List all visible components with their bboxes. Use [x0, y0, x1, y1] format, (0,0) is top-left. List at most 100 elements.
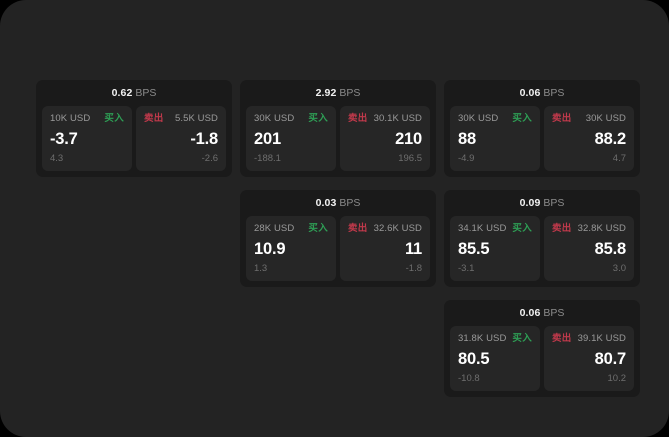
- buy-price: -3.7: [50, 129, 78, 148]
- buy-panel[interactable]: 34.1K USD 买入 85.5 -3.1: [450, 216, 540, 281]
- buy-side-tag: 买入: [512, 333, 532, 344]
- sell-delta: 3.0: [612, 263, 626, 274]
- bps-value: 0.03: [315, 197, 337, 209]
- bps-value: 0.62: [111, 87, 133, 99]
- bps-unit-label: BPS: [543, 307, 565, 319]
- quote-card[interactable]: 0.62 BPS 10K USD 买入 -3.7 4.3 卖出 5.5K USD -1.8 -2.…: [36, 80, 232, 177]
- sell-price: 80.7: [594, 349, 627, 368]
- quote-panels: 34.1K USD 买入 85.5 -3.1 卖出 32.8K USD 85.8 3.0: [450, 216, 634, 281]
- quote-card[interactable]: 0.06 BPS 30K USD 买入 88 -4.9 卖出 30K USD 88.2 4.7: [444, 80, 640, 177]
- sell-size-label: 32.6K USD: [373, 223, 422, 234]
- buy-delta: 4.3: [50, 153, 64, 164]
- sell-side-tag: 卖出: [348, 223, 368, 234]
- bps-header: 2.92 BPS: [246, 87, 430, 106]
- buy-side-tag: 买入: [308, 223, 328, 234]
- quote-panels: 28K USD 买入 10.9 1.3 卖出 32.6K USD 11 -1.8: [246, 216, 430, 281]
- sell-price: 88.2: [594, 129, 627, 148]
- sell-size-label: 39.1K USD: [577, 333, 626, 344]
- buy-panel[interactable]: 30K USD 买入 88 -4.9: [450, 106, 540, 171]
- buy-panel-header: 30K USD 买入: [254, 113, 328, 124]
- quote-panels: 10K USD 买入 -3.7 4.3 卖出 5.5K USD -1.8 -2.6: [42, 106, 226, 171]
- buy-size-label: 30K USD: [254, 113, 295, 124]
- buy-price: 201: [254, 129, 281, 148]
- bps-value: 2.92: [315, 87, 337, 99]
- bps-unit-label: BPS: [339, 197, 361, 209]
- sell-panel-header: 卖出 39.1K USD: [552, 333, 626, 344]
- sell-panel[interactable]: 卖出 39.1K USD 80.7 10.2: [544, 326, 634, 391]
- buy-panel-header: 34.1K USD 买入: [458, 223, 532, 234]
- sell-panel-header: 卖出 32.6K USD: [348, 223, 422, 234]
- sell-panel-header: 卖出 30K USD: [552, 113, 626, 124]
- sell-price: 210: [395, 129, 422, 148]
- sell-delta: 196.5: [398, 153, 422, 164]
- sell-panel[interactable]: 卖出 32.6K USD 11 -1.8: [340, 216, 430, 281]
- buy-panel-header: 28K USD 买入: [254, 223, 328, 234]
- bps-unit-label: BPS: [543, 197, 565, 209]
- sell-panel[interactable]: 卖出 32.8K USD 85.8 3.0: [544, 216, 634, 281]
- sell-delta: -2.6: [201, 153, 218, 164]
- bps-unit-label: BPS: [135, 87, 157, 99]
- sell-size-label: 30.1K USD: [373, 113, 422, 124]
- quote-panels: 30K USD 买入 88 -4.9 卖出 30K USD 88.2 4.7: [450, 106, 634, 171]
- bps-unit-label: BPS: [339, 87, 361, 99]
- sell-size-label: 32.8K USD: [577, 223, 626, 234]
- buy-panel-header: 30K USD 买入: [458, 113, 532, 124]
- quote-panels: 31.8K USD 买入 80.5 -10.8 卖出 39.1K USD 80.7 10.2: [450, 326, 634, 391]
- bps-header: 0.06 BPS: [450, 87, 634, 106]
- buy-panel-header: 31.8K USD 买入: [458, 333, 532, 344]
- buy-delta: -10.8: [458, 373, 480, 384]
- sell-price: -1.8: [190, 129, 218, 148]
- buy-panel[interactable]: 31.8K USD 买入 80.5 -10.8: [450, 326, 540, 391]
- bps-header: 0.06 BPS: [450, 307, 634, 326]
- bps-value: 0.09: [519, 197, 541, 209]
- quote-card[interactable]: 0.03 BPS 28K USD 买入 10.9 1.3 卖出 32.6K USD 11 -1.8: [240, 190, 436, 287]
- bps-unit-label: BPS: [543, 87, 565, 99]
- buy-panel[interactable]: 28K USD 买入 10.9 1.3: [246, 216, 336, 281]
- buy-side-tag: 买入: [104, 113, 124, 124]
- quote-card[interactable]: 2.92 BPS 30K USD 买入 201 -188.1 卖出 30.1K USD 210 1…: [240, 80, 436, 177]
- buy-delta: -4.9: [458, 153, 475, 164]
- quote-card[interactable]: 0.06 BPS 31.8K USD 买入 80.5 -10.8 卖出 39.1K USD 80…: [444, 300, 640, 397]
- quote-card-columns: 0.62 BPS 10K USD 买入 -3.7 4.3 卖出 5.5K USD -1.8 -2.…: [36, 80, 640, 397]
- buy-panel[interactable]: 30K USD 买入 201 -188.1: [246, 106, 336, 171]
- sell-side-tag: 卖出: [348, 113, 368, 124]
- buy-size-label: 31.8K USD: [458, 333, 507, 344]
- buy-size-label: 30K USD: [458, 113, 499, 124]
- bps-value: 0.06: [519, 307, 541, 319]
- buy-side-tag: 买入: [512, 113, 532, 124]
- buy-panel-header: 10K USD 买入: [50, 113, 124, 124]
- sell-panel[interactable]: 卖出 30K USD 88.2 4.7: [544, 106, 634, 171]
- quote-column: 0.62 BPS 10K USD 买入 -3.7 4.3 卖出 5.5K USD -1.8 -2.…: [36, 80, 232, 177]
- sell-size-label: 5.5K USD: [174, 113, 218, 124]
- sell-panel-header: 卖出 32.8K USD: [552, 223, 626, 234]
- quote-column: 2.92 BPS 30K USD 买入 201 -188.1 卖出 30.1K USD 210 1…: [240, 80, 436, 287]
- buy-panel[interactable]: 10K USD 买入 -3.7 4.3: [42, 106, 132, 171]
- buy-size-label: 34.1K USD: [458, 223, 507, 234]
- bps-header: 0.09 BPS: [450, 197, 634, 216]
- sell-side-tag: 卖出: [552, 113, 572, 124]
- quote-column: 0.06 BPS 30K USD 买入 88 -4.9 卖出 30K USD 88.2 4.7 0.…: [444, 80, 640, 397]
- buy-price: 10.9: [254, 239, 286, 258]
- sell-size-label: 30K USD: [585, 113, 626, 124]
- bps-header: 0.62 BPS: [42, 87, 226, 106]
- buy-delta: 1.3: [254, 263, 268, 274]
- sell-price: 11: [404, 239, 422, 258]
- sell-panel[interactable]: 卖出 5.5K USD -1.8 -2.6: [136, 106, 226, 171]
- sell-panel-header: 卖出 30.1K USD: [348, 113, 422, 124]
- sell-panel-header: 卖出 5.5K USD: [144, 113, 218, 124]
- sell-delta: 4.7: [612, 153, 626, 164]
- buy-side-tag: 买入: [308, 113, 328, 124]
- buy-price: 85.5: [458, 239, 490, 258]
- sell-price: 85.8: [594, 239, 627, 258]
- bps-header: 0.03 BPS: [246, 197, 430, 216]
- bps-value: 0.06: [519, 87, 541, 99]
- sell-panel[interactable]: 卖出 30.1K USD 210 196.5: [340, 106, 430, 171]
- quote-panels: 30K USD 买入 201 -188.1 卖出 30.1K USD 210 196.5: [246, 106, 430, 171]
- buy-price: 80.5: [458, 349, 490, 368]
- sell-side-tag: 卖出: [552, 223, 572, 234]
- sell-side-tag: 卖出: [552, 333, 572, 344]
- buy-delta: -188.1: [254, 153, 281, 164]
- buy-size-label: 10K USD: [50, 113, 91, 124]
- quote-card[interactable]: 0.09 BPS 34.1K USD 买入 85.5 -3.1 卖出 32.8K USD 85.…: [444, 190, 640, 287]
